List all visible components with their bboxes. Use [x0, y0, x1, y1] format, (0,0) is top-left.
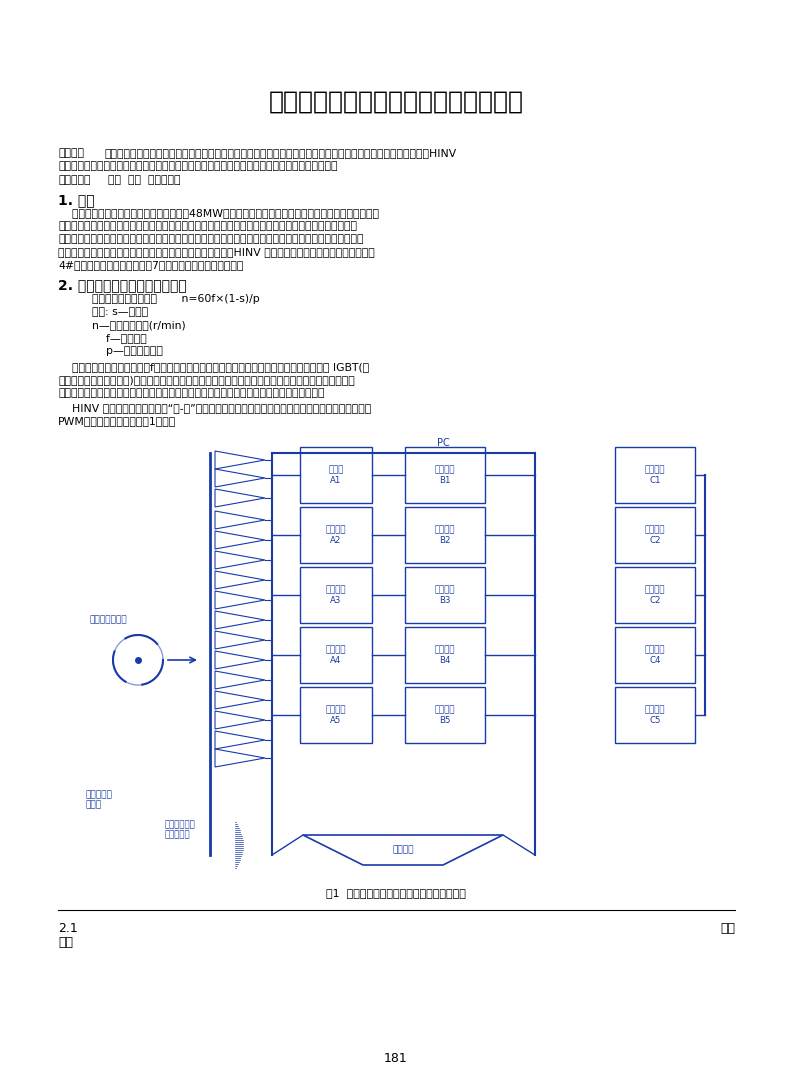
Bar — [405, 627, 485, 683]
Text: 功率模块
B4: 功率模块 B4 — [435, 645, 455, 665]
Bar — [405, 507, 485, 563]
Text: 了电气设备绕缘老化程度，过大的起动转矩产生机械冲击，对被带动的设备造成大的冲击力，缩短了机械: 了电气设备绕缘老化程度，过大的起动转矩产生机械冲击，对被带动的设备造成大的冲击力… — [58, 221, 357, 230]
Text: 压、功率都将发生变化，即负荷大时转速大，输出功率大，负荷小时转速小，输出功率也小。: 压、功率都将发生变化，即负荷大时转速大，输出功率大，负荷小时转速小，输出功率也小… — [58, 388, 324, 398]
Text: 功率模块
A3: 功率模块 A3 — [326, 585, 347, 604]
Text: 功率模块
C4: 功率模块 C4 — [645, 645, 665, 665]
Text: 威鬢公司炼铁厂风机、水泵装机容量约为48MW，由于全部采用的是全压启动方式，启动电流大，加速: 威鬢公司炼铁厂风机、水泵装机容量约为48MW，由于全部采用的是全压启动方式，启动… — [58, 208, 379, 218]
Text: 功率模块
C2: 功率模块 C2 — [645, 526, 665, 545]
Bar — [300, 507, 372, 563]
Text: 功功模块
B5: 功功模块 B5 — [435, 705, 455, 725]
Bar — [405, 687, 485, 743]
Text: 图1  单元串联多电平变频系统主电路结构和图: 图1 单元串联多电平变频系统主电路结构和图 — [326, 889, 466, 898]
Text: 风机  水泵  高压变频器: 风机 水泵 高压变频器 — [108, 174, 181, 185]
Text: 高压变频器在高炉风机、水泵中的应用: 高压变频器在高炉风机、水泵中的应用 — [269, 90, 523, 114]
Bar — [615, 627, 695, 683]
Text: 功率模块
B2: 功率模块 B2 — [435, 526, 455, 545]
Text: 功率模块
B3: 功率模块 B3 — [435, 585, 455, 604]
Bar — [615, 447, 695, 503]
Text: 我厂经过技术经济比较，采用北京动力源科技股份有限公司的HINV 系列高压变频器，在我厂动力水泵房、: 我厂经过技术经济比较，采用北京动力源科技股份有限公司的HINV 系列高压变频器，… — [58, 247, 375, 257]
Text: 功率模块
A5: 功率模块 A5 — [326, 705, 347, 725]
Text: 设备使用寿命，影响精确度。如使联轴器损坏等，由于启动时的电压波动，更对其余电气设备造成了影响。: 设备使用寿命，影响精确度。如使联轴器损坏等，由于启动时的电压波动，更对其余电气设… — [58, 234, 363, 244]
Text: p—电机的极对数: p—电机的极对数 — [78, 346, 163, 356]
Text: 可见，只要改变电机的频率f，就可以实现电机的转速调节。高电压大功率变频器通过控制 IGBT(绕: 可见，只要改变电机的频率f，就可以实现电机的转速调节。高电压大功率变频器通过控制… — [58, 362, 369, 372]
Text: 181: 181 — [384, 1052, 408, 1065]
Bar — [405, 447, 485, 503]
Text: 1. 前言: 1. 前言 — [58, 193, 94, 207]
Text: 单元: 单元 — [58, 936, 73, 949]
Text: 【摘要】: 【摘要】 — [58, 148, 84, 158]
Text: 控制板
A1: 控制板 A1 — [328, 465, 343, 485]
Text: 4#高炉炉前除尘及噴煌风机等7台设备中得到了很好的应用。: 4#高炉炉前除尘及噴煌风机等7台设备中得到了很好的应用。 — [58, 260, 243, 270]
Text: 输出单元: 输出单元 — [393, 845, 414, 854]
Bar — [300, 687, 372, 743]
Text: 由电机转速公式可知：       n=60f×(1-s)/p: 由电机转速公式可知： n=60f×(1-s)/p — [78, 294, 260, 304]
Text: 功率模块
C2: 功率模块 C2 — [645, 585, 665, 604]
Text: 2. 高压变频器的系统组成和原理: 2. 高压变频器的系统组成和原理 — [58, 278, 186, 292]
Text: n—转子实际转数(r/min): n—转子实际转数(r/min) — [78, 320, 186, 330]
Text: 功率模块
A4: 功率模块 A4 — [326, 645, 347, 665]
Bar — [615, 567, 695, 623]
Text: HINV 系列高压变频器为直接“高-高”式结构，不需要输出升压变压器，输出单元为单元串接移相式: HINV 系列高压变频器为直接“高-高”式结构，不需要输出升压变压器，输出单元为… — [58, 403, 371, 412]
Text: 功率模块
B1: 功率模块 B1 — [435, 465, 455, 485]
Text: f—电流频率: f—电流频率 — [78, 333, 147, 342]
Text: 2.1: 2.1 — [58, 922, 78, 935]
Bar — [300, 447, 372, 503]
Text: 三相变压器侧
直流输出回: 三相变压器侧 直流输出回 — [165, 820, 196, 839]
Text: 系列高压变频器，大大节约了风机、水泵的用电量，提高了设备的功率因素，降低了运行的成本。: 系列高压变频器，大大节约了风机、水泵的用电量，提高了设备的功率因素，降低了运行的… — [58, 160, 338, 171]
Text: 功率: 功率 — [720, 922, 735, 935]
Bar — [300, 627, 372, 683]
Text: 功率模块
C5: 功率模块 C5 — [645, 705, 665, 725]
Text: 功率模块
C1: 功率模块 C1 — [645, 465, 665, 485]
Text: 功率模块
A2: 功率模块 A2 — [326, 526, 347, 545]
Bar — [615, 507, 695, 563]
Text: PWM方式，其主要电路如图1所示。: PWM方式，其主要电路如图1所示。 — [58, 416, 176, 426]
Bar — [615, 687, 695, 743]
Text: 架成一体式
变压器: 架成一体式 变压器 — [85, 791, 112, 810]
Text: 【摘要】风机、水泵是炼铁厂的用电大户，结合现代高新技术，利用新工艺，采用北京动力源科技股份有限公司的HINV: 【摘要】风机、水泵是炼铁厂的用电大户，结合现代高新技术，利用新工艺，采用北京动力… — [104, 148, 456, 158]
Bar — [405, 567, 485, 623]
Text: 其中: s—转差率: 其中: s—转差率 — [78, 307, 148, 317]
Text: 【关键词】: 【关键词】 — [58, 174, 90, 185]
Text: 缘栅双极型电力场效应管)的导通和关断，使输出频率连续可调。而且是随着频率的变化，输出电流、电: 缘栅双极型电力场效应管)的导通和关断，使输出频率连续可调。而且是随着频率的变化，… — [58, 375, 354, 384]
Text: 三相调压器输入: 三相调压器输入 — [90, 615, 128, 624]
Text: PC: PC — [437, 438, 450, 448]
Bar — [300, 567, 372, 623]
